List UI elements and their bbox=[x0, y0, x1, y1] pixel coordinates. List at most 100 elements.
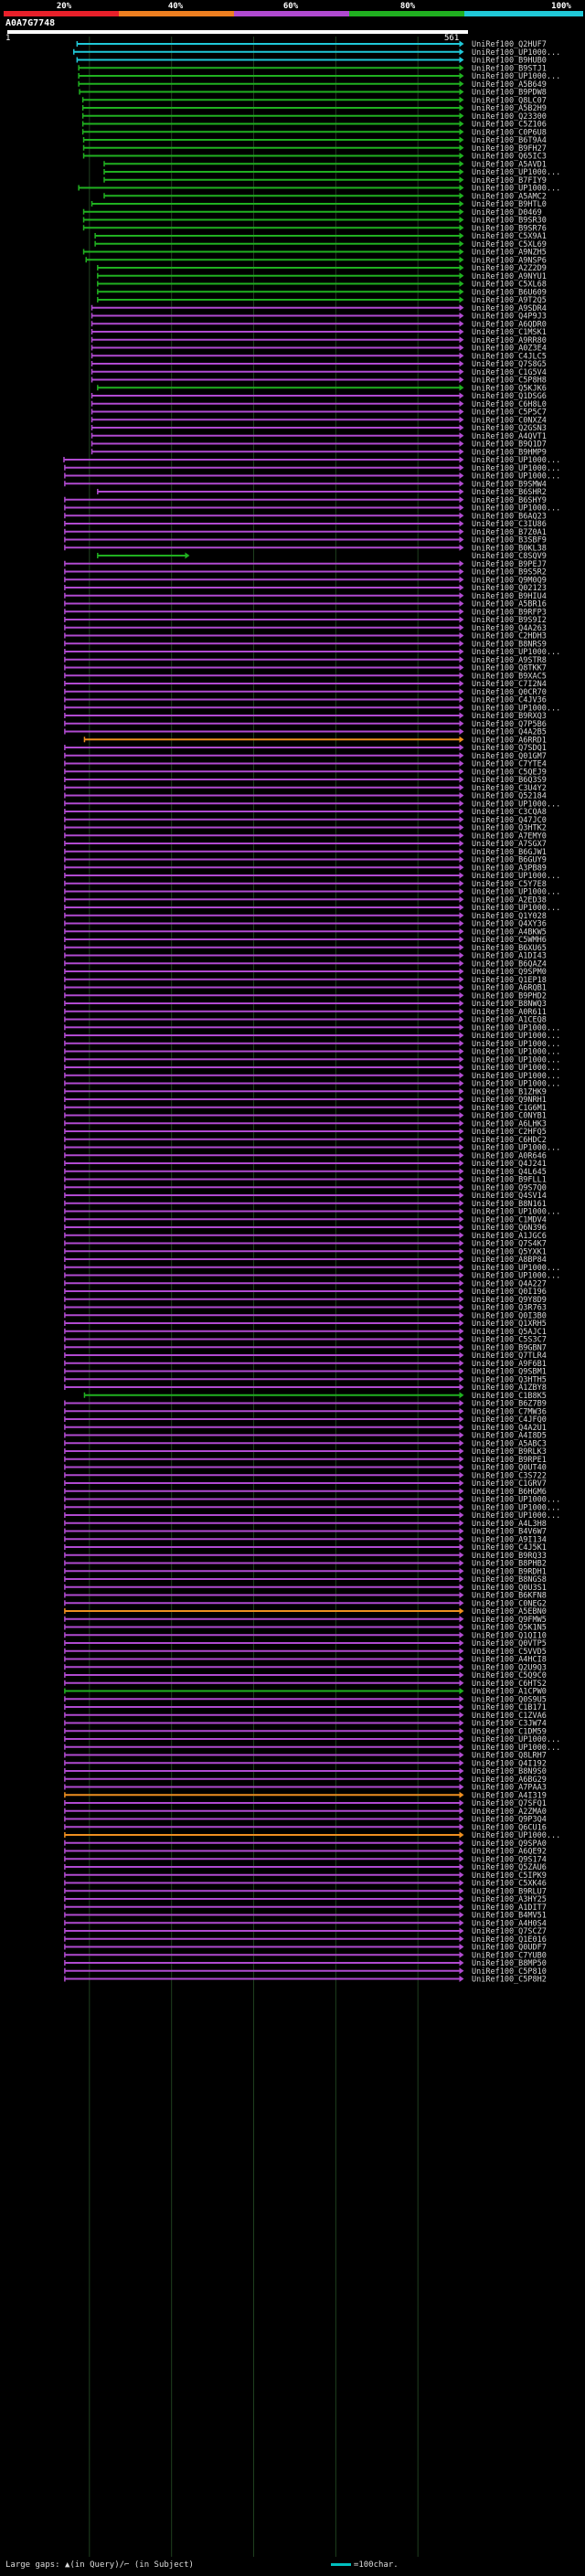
hit-label[interactable]: UniRef100_Q6N396 bbox=[472, 1224, 547, 1233]
hit-label[interactable]: UniRef100_Q9M0Q9 bbox=[472, 576, 547, 585]
hit-label[interactable]: UniRef100_A9SDR4 bbox=[472, 304, 547, 313]
hit-label[interactable]: UniRef100_B9PEJ7 bbox=[472, 560, 547, 569]
hit-label[interactable]: UniRef100_C0NEG2 bbox=[472, 1599, 547, 1608]
hit-label[interactable]: UniRef100_B9RLU7 bbox=[472, 1887, 547, 1896]
hit-label[interactable]: UniRef100_A4I319 bbox=[472, 1791, 547, 1800]
hit-label[interactable]: UniRef100_B9RLK3 bbox=[472, 1447, 547, 1457]
hit-label[interactable]: UniRef100_Q1E016 bbox=[472, 1935, 547, 1945]
hit-label[interactable]: UniRef100_C7MW36 bbox=[472, 1407, 547, 1416]
hit-label[interactable]: UniRef100_C3U4Y2 bbox=[472, 784, 547, 793]
hit-label[interactable]: UniRef100_UP1000... bbox=[472, 1735, 560, 1744]
hit-label[interactable]: UniRef100_C2HFQ5 bbox=[472, 1128, 547, 1137]
hit-label[interactable]: UniRef100_C5Y7E8 bbox=[472, 880, 547, 889]
hit-label[interactable]: UniRef100_B8N161 bbox=[472, 1200, 547, 1209]
hit-label[interactable]: UniRef100_Q9S7Q0 bbox=[472, 1183, 547, 1193]
hit-label[interactable]: UniRef100_UP1000... bbox=[472, 1511, 560, 1521]
hit-label[interactable]: UniRef100_A7SGX7 bbox=[472, 840, 547, 849]
hit-label[interactable]: UniRef100_A9NYU1 bbox=[472, 272, 547, 281]
hit-label[interactable]: UniRef100_A7PAA3 bbox=[472, 1784, 547, 1793]
hit-label[interactable]: UniRef100_A0R611 bbox=[472, 1008, 547, 1017]
hit-label[interactable]: UniRef100_UP1000... bbox=[472, 48, 560, 58]
hit-label[interactable]: UniRef100_C5XL68 bbox=[472, 281, 547, 290]
hit-label[interactable]: UniRef100_UP1000... bbox=[472, 1048, 560, 1057]
hit-label[interactable]: UniRef100_UP1000... bbox=[472, 1144, 560, 1153]
hit-label[interactable]: UniRef100_B6T9A4 bbox=[472, 136, 547, 145]
hit-label[interactable]: UniRef100_UP1000... bbox=[472, 504, 560, 514]
hit-label[interactable]: UniRef100_B8MP50 bbox=[472, 1959, 547, 1968]
hit-label[interactable]: UniRef100_C1B8K5 bbox=[472, 1392, 547, 1401]
hit-label[interactable]: UniRef100_C5P810 bbox=[472, 1967, 547, 1977]
hit-label[interactable]: UniRef100_C1DM59 bbox=[472, 1727, 547, 1736]
hit-label[interactable]: UniRef100_Q4A263 bbox=[472, 624, 547, 633]
hit-label[interactable]: UniRef100_Q9SBM1 bbox=[472, 1368, 547, 1377]
hit-label[interactable]: UniRef100_A0Z3E4 bbox=[472, 345, 547, 354]
hit-label[interactable]: UniRef100_Q9P3Q4 bbox=[472, 1816, 547, 1825]
hit-label[interactable]: UniRef100_C0NYB1 bbox=[472, 1112, 547, 1121]
hit-label[interactable]: UniRef100_A9I134 bbox=[472, 1535, 547, 1544]
hit-label[interactable]: UniRef100_B6HGM6 bbox=[472, 1488, 547, 1497]
hit-label[interactable]: UniRef100_C5P8H2 bbox=[472, 1976, 547, 1985]
hit-label[interactable]: UniRef100_B9Q1D7 bbox=[472, 440, 547, 450]
hit-label[interactable]: UniRef100_B9FLL1 bbox=[472, 1176, 547, 1185]
hit-label[interactable]: UniRef100_Q0CR70 bbox=[472, 688, 547, 697]
hit-label[interactable]: UniRef100_C5XL69 bbox=[472, 240, 547, 249]
hit-label[interactable]: UniRef100_B9RPE1 bbox=[472, 1456, 547, 1465]
hit-label[interactable]: UniRef100_UP1000... bbox=[472, 904, 560, 913]
hit-label[interactable]: UniRef100_B9S9I2 bbox=[472, 616, 547, 625]
hit-label[interactable]: UniRef100_UP1000... bbox=[472, 888, 560, 897]
hit-label[interactable]: UniRef100_A9NSP6 bbox=[472, 256, 547, 265]
hit-label[interactable]: UniRef100_Q4P9J3 bbox=[472, 313, 547, 322]
hit-label[interactable]: UniRef100_A6LHK3 bbox=[472, 1119, 547, 1129]
hit-label[interactable]: UniRef100_A0R646 bbox=[472, 1151, 547, 1161]
hit-label[interactable]: UniRef100_Q9NRH1 bbox=[472, 1096, 547, 1105]
hit-label[interactable]: UniRef100_A3PB89 bbox=[472, 864, 547, 873]
hit-label[interactable]: UniRef100_Q4A2U1 bbox=[472, 1424, 547, 1433]
hit-label[interactable]: UniRef100_Q7S8G5 bbox=[472, 360, 547, 369]
hit-label[interactable]: UniRef100_A2Z2D9 bbox=[472, 264, 547, 273]
hit-label[interactable]: UniRef100_B8N9S0 bbox=[472, 1767, 547, 1776]
hit-label[interactable]: UniRef100_B1ZHK9 bbox=[472, 1087, 547, 1097]
hit-label[interactable]: UniRef100_Q6CU16 bbox=[472, 1823, 547, 1832]
hit-label[interactable]: UniRef100_C1MSK1 bbox=[472, 328, 547, 337]
hit-label[interactable]: UniRef100_C5WMH6 bbox=[472, 936, 547, 945]
hit-label[interactable]: UniRef100_Q7SCZ7 bbox=[472, 1927, 547, 1936]
hit-label[interactable]: UniRef100_Q8TKK7 bbox=[472, 664, 547, 673]
hit-label[interactable]: UniRef100_UP1000... bbox=[472, 1744, 560, 1753]
hit-label[interactable]: UniRef100_A9STR8 bbox=[472, 656, 547, 665]
hit-label[interactable]: UniRef100_Q7TLR4 bbox=[472, 1352, 547, 1361]
hit-label[interactable]: UniRef100_C5Q9C0 bbox=[472, 1671, 547, 1680]
hit-label[interactable]: UniRef100_Q3HTK2 bbox=[472, 824, 547, 833]
hit-label[interactable]: UniRef100_B9S5R2 bbox=[472, 568, 547, 578]
hit-label[interactable]: UniRef100_B6QAZ4 bbox=[472, 959, 547, 969]
hit-label[interactable]: UniRef100_C7YUB0 bbox=[472, 1951, 547, 1960]
hit-label[interactable]: UniRef100_C6HDC2 bbox=[472, 1136, 547, 1145]
hit-label[interactable]: UniRef100_Q9SPA0 bbox=[472, 1839, 547, 1849]
hit-label[interactable]: UniRef100_A1DI43 bbox=[472, 952, 547, 961]
hit-label[interactable]: UniRef100_Q1XRH5 bbox=[472, 1320, 547, 1329]
hit-label[interactable]: UniRef100_Q52184 bbox=[472, 792, 547, 801]
hit-label[interactable]: UniRef100_C5IPK9 bbox=[472, 1871, 547, 1881]
hit-label[interactable]: UniRef100_B4V6W7 bbox=[472, 1528, 547, 1537]
hit-label[interactable]: UniRef100_A1CEQ8 bbox=[472, 1016, 547, 1025]
hit-label[interactable]: UniRef100_B6U609 bbox=[472, 288, 547, 297]
hit-label[interactable]: UniRef100_UP1000... bbox=[472, 1064, 560, 1073]
hit-label[interactable]: UniRef100_UP1000... bbox=[472, 1264, 560, 1273]
hit-label[interactable]: UniRef100_B9PDW8 bbox=[472, 89, 547, 98]
hit-label[interactable]: UniRef100_C6H8L0 bbox=[472, 400, 547, 409]
hit-label[interactable]: UniRef100_A3HY25 bbox=[472, 1895, 547, 1904]
hit-label[interactable]: UniRef100_C4JV36 bbox=[472, 696, 547, 705]
hit-label[interactable]: UniRef100_B4MV51 bbox=[472, 1912, 547, 1921]
hit-label[interactable]: UniRef100_B0KL38 bbox=[472, 544, 547, 553]
hit-label[interactable]: UniRef100_Q9S174 bbox=[472, 1855, 547, 1864]
hit-label[interactable]: UniRef100_A1DIT7 bbox=[472, 1903, 547, 1913]
hit-label[interactable]: UniRef100_A2ZMA0 bbox=[472, 1807, 547, 1817]
hit-label[interactable]: UniRef100_Q8LC07 bbox=[472, 96, 547, 105]
hit-label[interactable]: UniRef100_A4L3H8 bbox=[472, 1520, 547, 1529]
hit-label[interactable]: UniRef100_C4JLC5 bbox=[472, 352, 547, 361]
hit-label[interactable]: UniRef100_B9SR76 bbox=[472, 224, 547, 233]
hit-label[interactable]: UniRef100_UP1000... bbox=[472, 185, 560, 194]
hit-label[interactable]: UniRef100_Q2HUF7 bbox=[472, 40, 547, 49]
hit-label[interactable]: UniRef100_A5AMC2 bbox=[472, 192, 547, 201]
hit-label[interactable]: UniRef100_C3JW74 bbox=[472, 1720, 547, 1729]
hit-label[interactable]: UniRef100_UP1000... bbox=[472, 1831, 560, 1840]
